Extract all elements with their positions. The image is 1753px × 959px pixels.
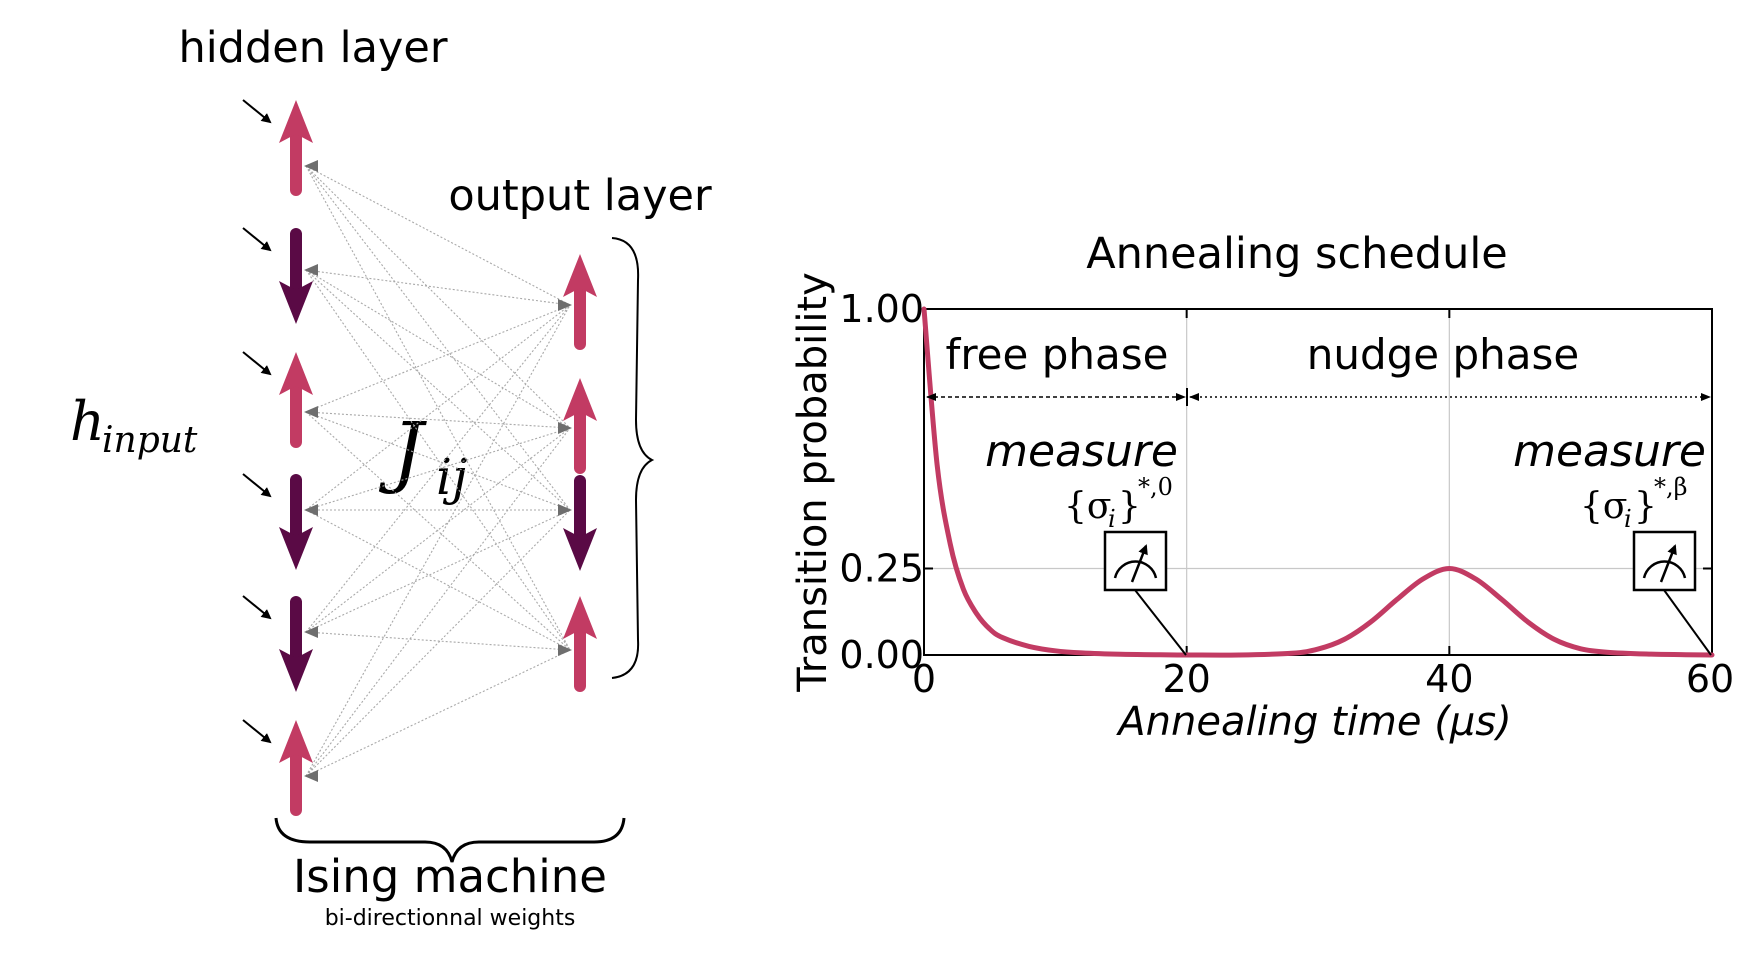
coupling-edge <box>305 411 571 651</box>
y-tick-label: 1.00 <box>839 287 924 331</box>
input-field-arrow <box>242 473 272 498</box>
machine-label: Ising machine <box>293 850 607 903</box>
ising-network: hidden layer output layer h input J ij I… <box>70 23 712 931</box>
input-field-arrow <box>242 351 272 376</box>
edge-arrowhead <box>304 770 318 782</box>
x-tick-label: 0 <box>912 657 936 701</box>
coupling-base: J <box>378 407 427 497</box>
measure-free-annotation: measure {σ i } *,0 <box>985 426 1178 533</box>
coupling-edge <box>305 509 571 777</box>
plot-frame <box>923 308 1713 656</box>
hidden-spin-down <box>279 228 313 324</box>
hidden-spin-down <box>279 596 313 692</box>
measure-free-sigma-close: } <box>1118 486 1141 527</box>
machine-sublabel: bi-directionnal weights <box>325 906 576 931</box>
measure-nudge-sigma-sub: i <box>1624 505 1632 533</box>
meter-icon <box>1632 530 1697 592</box>
coupling-edge <box>305 649 571 777</box>
hidden-layer-label: hidden layer <box>178 23 447 73</box>
input-field-base: h <box>70 390 105 453</box>
input-field-arrow <box>242 99 272 124</box>
hidden-spin-up <box>279 100 313 196</box>
annealing-chart: Annealing schedule 0 20 40 60 0.00 0.25 1.00 f… <box>790 229 1734 745</box>
input-field-subscript: input <box>102 420 198 461</box>
edge-arrowhead <box>304 406 318 418</box>
coupling-edge <box>305 269 571 306</box>
output-brace <box>611 237 655 679</box>
output-spin-down <box>563 475 597 571</box>
edge-arrowhead <box>558 644 572 656</box>
coupling-edge <box>305 427 571 777</box>
edge-arrowhead <box>304 160 318 172</box>
hidden-spin-up <box>279 720 313 816</box>
measure-nudge-label: measure <box>1513 426 1706 477</box>
input-field-arrow <box>242 719 272 744</box>
axis-ticks: 0 20 40 60 0.00 0.25 1.00 <box>839 287 1734 701</box>
output-spin-up <box>563 378 597 474</box>
coupling-label: J ij <box>378 407 468 506</box>
measure-free-label: measure <box>985 426 1178 477</box>
x-tick-label: 20 <box>1162 657 1210 701</box>
input-field-label: h input <box>70 390 198 461</box>
edge-arrowhead <box>304 264 318 276</box>
free-phase-label: free phase <box>946 330 1169 379</box>
x-tick-label: 40 <box>1425 657 1473 701</box>
y-tick-label: 0.25 <box>839 547 924 591</box>
coupling-edge <box>305 165 571 306</box>
coupling-edge <box>305 509 571 633</box>
measure-nudge-sigma-close: } <box>1634 486 1657 527</box>
edge-arrowhead <box>558 422 572 434</box>
x-axis-label: Annealing time (μs) <box>1115 699 1511 745</box>
nudge-phase-label: nudge phase <box>1307 330 1580 379</box>
coupling-edge <box>305 269 571 429</box>
input-field-arrow <box>242 595 272 620</box>
coupling-edge <box>305 509 571 651</box>
input-arrows <box>242 99 272 744</box>
measure-free-sigma-sub: i <box>1108 505 1116 533</box>
input-field-arrow <box>242 227 272 252</box>
measure-free-pointer <box>1134 589 1187 656</box>
measure-nudge-pointer <box>1663 589 1712 656</box>
spins <box>279 100 597 816</box>
coupling-edge <box>305 304 571 777</box>
chart-title: Annealing schedule <box>1086 229 1508 279</box>
measure-free-superscript: *,0 <box>1138 473 1173 501</box>
meter-icon <box>1103 530 1168 592</box>
machine-brace <box>274 817 626 863</box>
edge-arrowhead <box>304 504 318 516</box>
hidden-spin-down <box>279 474 313 570</box>
coupling-edge <box>305 631 571 651</box>
transition-probability-line <box>921 306 1715 658</box>
chart-grid <box>924 309 1712 655</box>
coupling-edge <box>305 269 571 511</box>
output-spin-up <box>563 254 597 350</box>
measure-nudge-sigma: {σ <box>1580 486 1627 527</box>
coupling-edges <box>304 160 572 782</box>
measure-nudge-annotation: measure {σ i } *,β <box>1513 426 1706 533</box>
measure-nudge-superscript: *,β <box>1654 473 1688 501</box>
hidden-spin-up <box>279 352 313 448</box>
measure-free-sigma: {σ <box>1064 486 1111 527</box>
output-spin-up <box>563 596 597 692</box>
x-tick-label: 60 <box>1686 657 1734 701</box>
coupling-edge <box>305 304 571 413</box>
coupling-edge <box>305 165 571 651</box>
coupling-edge <box>305 269 571 651</box>
coupling-edge <box>305 411 571 429</box>
y-axis-label: Transition probability <box>790 272 836 693</box>
coupling-subscript: ij <box>436 448 468 506</box>
coupling-edge <box>305 165 571 511</box>
edge-arrowhead <box>558 299 572 311</box>
y-tick-label: 0.00 <box>839 633 924 677</box>
edge-arrowhead <box>304 626 318 638</box>
edge-arrowhead <box>558 504 572 516</box>
output-layer-label: output layer <box>448 171 712 221</box>
coupling-edge <box>305 411 571 511</box>
